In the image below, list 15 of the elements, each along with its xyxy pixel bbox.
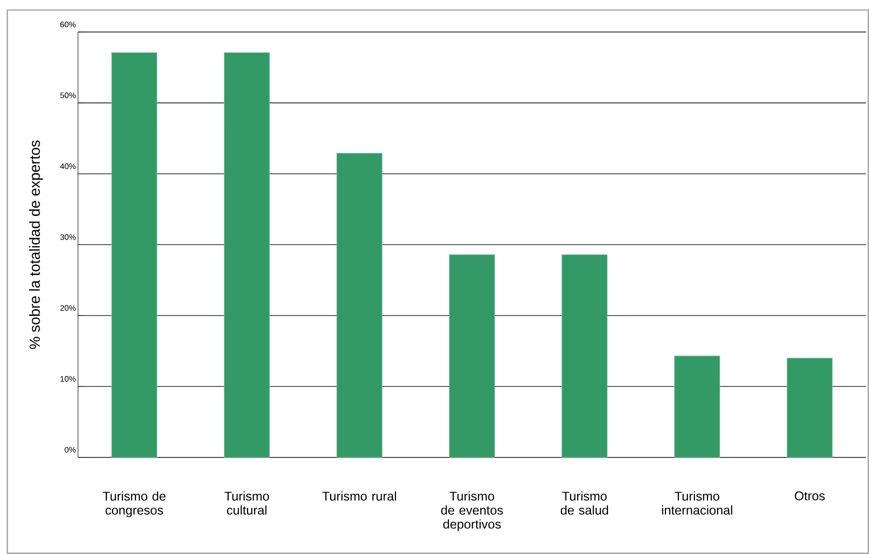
x-tick-label: Turismo cultural [224,491,269,515]
y-tick-label: 60% [60,22,76,28]
x-tick-label: Turismo de congresos [102,491,166,518]
x-tick-label: Turismo de salud [560,491,608,515]
y-axis-title: % sobre la totalidad de expertos [29,140,43,349]
y-tick-label: 40% [60,163,76,170]
x-tick-label: Turismo de eventos deportivos [441,491,503,532]
y-tick-label: 50% [60,92,76,98]
y-tick-label: 10% [60,376,76,382]
y-tick-label: 0% [64,446,76,453]
x-tick-label: Otros [794,491,825,500]
y-tick-label: 30% [60,234,76,240]
x-tick-label: Turismo internacional [662,491,732,515]
x-tick-label: Turismo rural [322,491,396,501]
y-tick-label: 20% [60,305,76,311]
